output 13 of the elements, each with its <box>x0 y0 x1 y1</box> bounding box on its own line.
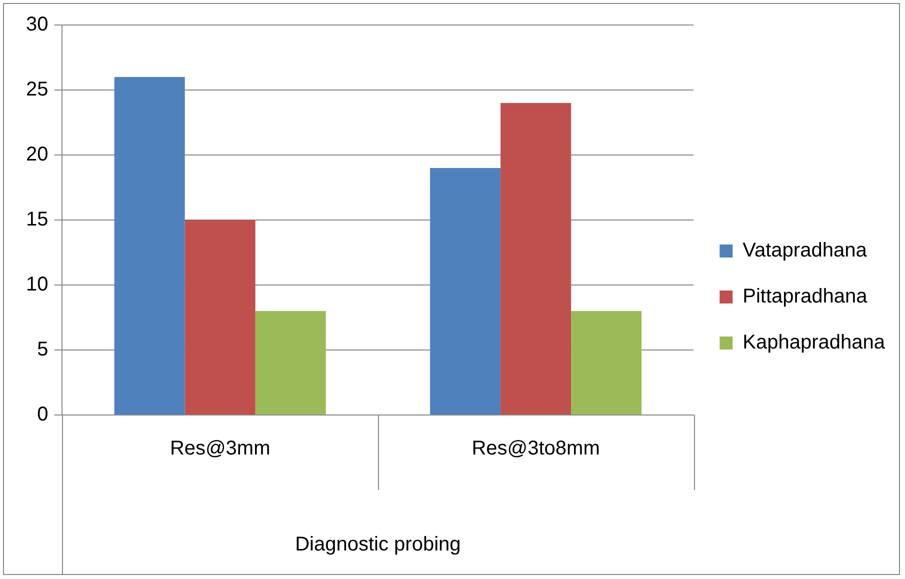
y-tick-label: 25 <box>26 78 48 101</box>
y-tick-label: 30 <box>26 14 48 36</box>
legend-label: Kaphapradhana <box>742 332 886 354</box>
x-tick-label: Res@3to8mm <box>472 438 600 460</box>
y-tick-label: 15 <box>26 208 48 231</box>
y-tick-label: 0 <box>37 404 48 426</box>
y-tick-label: 20 <box>26 144 48 166</box>
y-tick-label: 5 <box>37 338 48 361</box>
x-axis-title: Diagnostic probing <box>295 534 461 556</box>
legend-label: Pittapradhana <box>742 286 868 308</box>
y-tick-label: 10 <box>26 274 48 296</box>
legend-label: Vatapradhana <box>742 240 868 262</box>
x-tick-label: Res@3mm <box>170 438 270 460</box>
